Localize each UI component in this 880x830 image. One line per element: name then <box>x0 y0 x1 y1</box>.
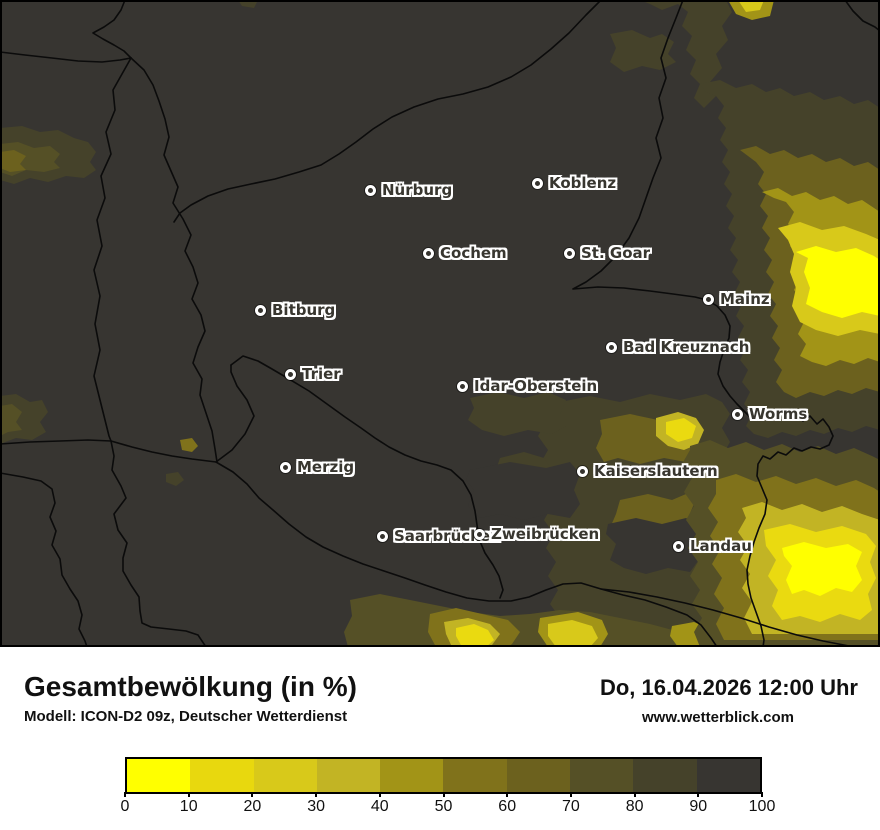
legend-tick-label: 10 <box>179 798 198 815</box>
legend-segment-0-10 <box>127 759 191 792</box>
cloud-region-se-0 <box>782 542 862 596</box>
legend-tick-label: 100 <box>748 798 776 815</box>
legend-tick-mark <box>569 792 572 797</box>
legend-colorbar <box>125 757 762 794</box>
legend-tick-label: 0 <box>120 798 130 815</box>
cloud-band-10a <box>456 624 494 647</box>
cloud-patch-topleft-60 <box>0 150 26 172</box>
border-nrw-rlp <box>173 0 602 223</box>
border-belgium-west <box>0 51 132 63</box>
legend-tick-label: 80 <box>625 798 644 815</box>
legend-tick-mark <box>251 792 254 797</box>
cloud-patch-hunsrueck <box>468 392 566 436</box>
legend-ticks: 0 10 20 30 40 50 60 70 80 90 100 <box>121 792 775 818</box>
map-frame <box>0 0 880 647</box>
legend-tick-label: 50 <box>434 798 453 815</box>
cloud-patch-topcentre-a <box>610 30 676 72</box>
legend-tick-label: 20 <box>243 798 262 815</box>
legend-tick-mark <box>315 792 318 797</box>
model-info: Modell: ICON-D2 09z, Deutscher Wetterdie… <box>24 708 348 725</box>
page-title: Gesamtbewölkung (in %) <box>24 671 357 702</box>
cloud-hole-west <box>466 462 580 520</box>
cloud-patch-leftedge-70 <box>0 404 22 436</box>
border-belgium-germany <box>92 0 132 59</box>
cloud-spot-b <box>166 472 184 486</box>
cloud-band-20b <box>548 620 598 647</box>
legend-segment-20-30 <box>253 759 317 792</box>
legend-tick-label: 30 <box>307 798 325 815</box>
cloud-region-mainz-0 <box>796 246 880 318</box>
legend-segment-10-20 <box>190 759 254 792</box>
website-label: www.wetterblick.com <box>642 709 794 726</box>
cloud-spot-a <box>180 438 198 452</box>
legend-tick-mark <box>761 792 763 797</box>
weather-map: Nürburg Koblenz Cochem St. Goar Bitburg … <box>0 0 880 647</box>
legend-tick-mark <box>378 792 381 797</box>
legend-segment-60-70 <box>506 759 571 792</box>
border-france-germany <box>110 440 718 647</box>
legend-tick-mark <box>697 792 700 797</box>
map-footer: Gesamtbewölkung (in %) Do, 16.04.2026 12… <box>0 647 880 830</box>
legend-tick-mark <box>187 792 190 797</box>
legend-segment-30-40 <box>316 759 381 792</box>
border-topright <box>844 0 880 32</box>
legend-tick-label: 90 <box>689 798 708 815</box>
legend-tick-mark <box>633 792 636 797</box>
legend-tick-label: 60 <box>498 798 517 815</box>
legend-tick-label: 40 <box>370 798 389 815</box>
border-hessen-rlp <box>572 0 834 647</box>
legend-tick-label: 70 <box>561 798 580 815</box>
legend-tick-mark <box>442 792 445 797</box>
legend-tick-mark <box>506 792 509 797</box>
valid-datetime: Do, 16.04.2026 12:00 Uhr <box>599 675 858 700</box>
legend-segment-70-80 <box>570 759 634 792</box>
border-luxembourg-germany <box>130 57 218 463</box>
border-france-west <box>0 472 88 647</box>
legend-segment-50-60 <box>443 759 507 792</box>
border-belgium-france <box>0 439 112 445</box>
border-belgium-luxembourg <box>93 57 132 442</box>
border-france-south <box>600 588 863 647</box>
cloud-streak-top-20 <box>738 0 764 12</box>
legend-tick-mark <box>124 792 126 797</box>
border-saarland-hook <box>215 364 255 463</box>
legend-segment-80-90 <box>633 759 697 792</box>
cloud-hole-landau <box>606 518 700 574</box>
legend-segment-40-50 <box>380 759 444 792</box>
legend-segment-90-100 <box>696 759 760 792</box>
border-france-inner <box>110 440 207 647</box>
map-canvas <box>0 0 880 647</box>
border-layer <box>0 0 880 647</box>
cloud-streak-top <box>640 0 732 108</box>
cloud-pfalz-10-curl <box>666 418 696 442</box>
